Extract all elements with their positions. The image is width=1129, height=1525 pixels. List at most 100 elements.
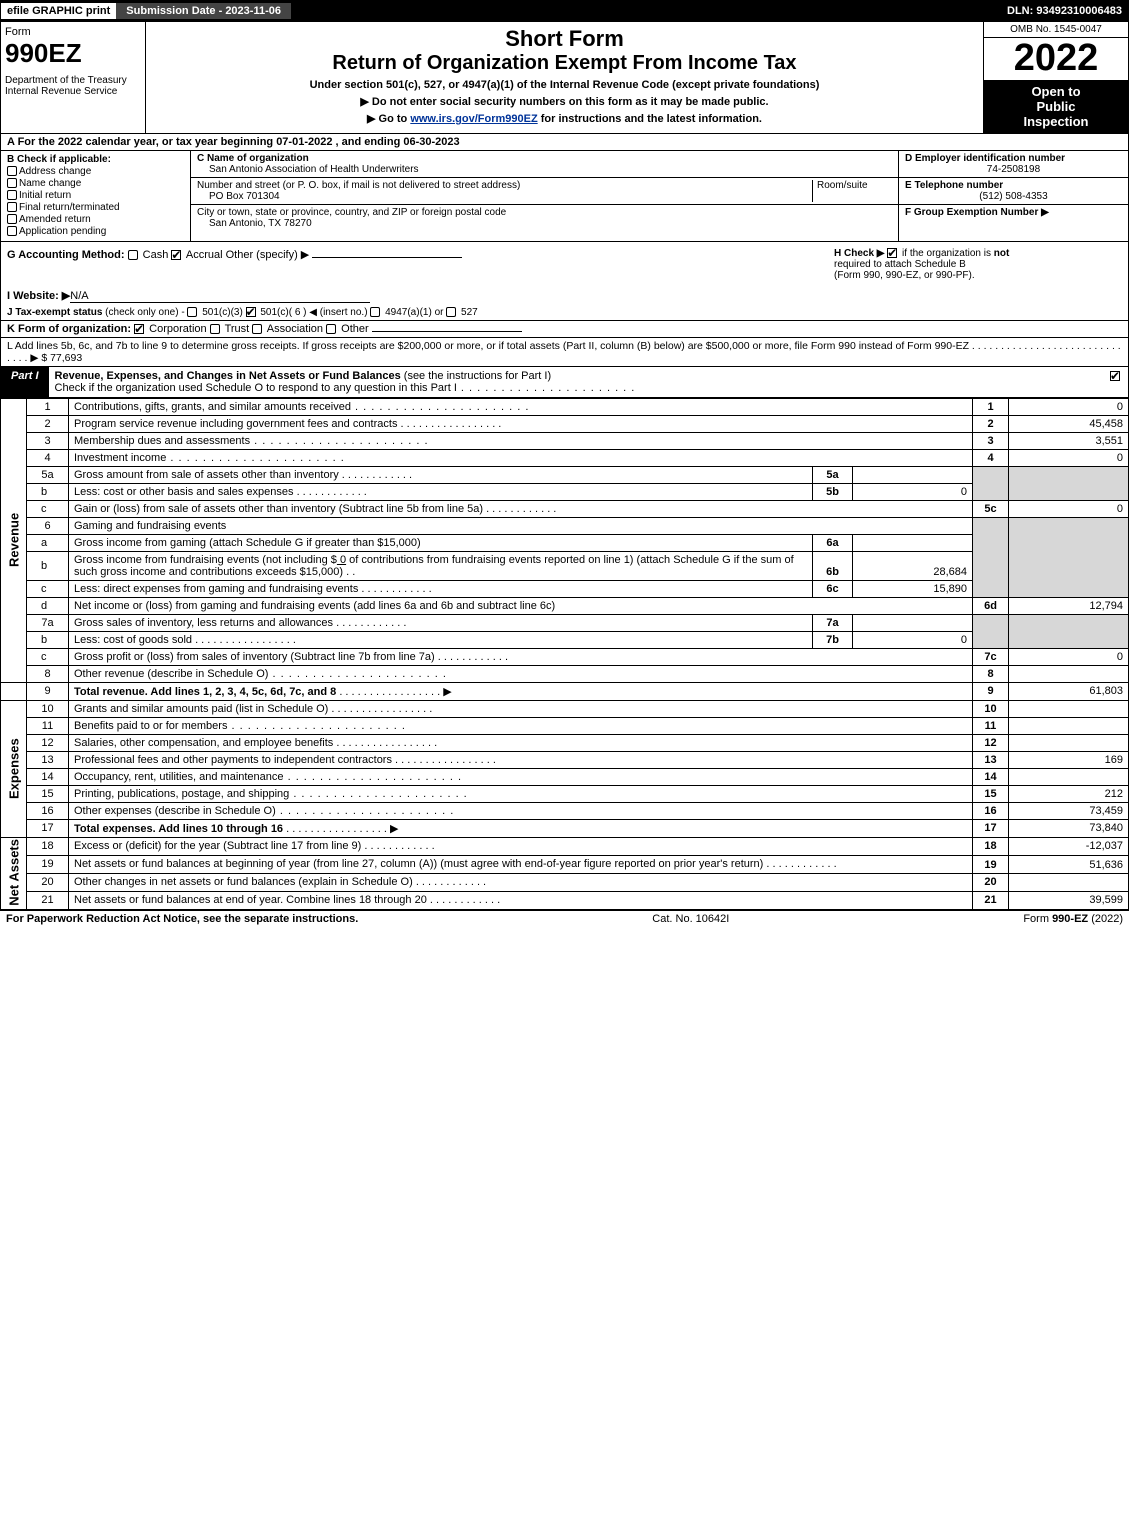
chk-501c[interactable] bbox=[246, 307, 256, 317]
chk-527[interactable] bbox=[446, 307, 456, 317]
open-line3: Inspection bbox=[988, 114, 1124, 129]
line-7ab-shade bbox=[973, 614, 1009, 648]
b-title: B Check if applicable: bbox=[7, 154, 184, 165]
k-label: K Form of organization: bbox=[7, 323, 131, 335]
line-6a-in: 6a bbox=[813, 534, 853, 551]
line-5a-in: 5a bbox=[813, 466, 853, 483]
g-other-line bbox=[312, 257, 462, 258]
j-4947: 4947(a)(1) or bbox=[385, 307, 443, 318]
chk-trust[interactable] bbox=[210, 324, 220, 334]
line-16-val: 73,459 bbox=[1009, 802, 1129, 819]
chk-other-org[interactable] bbox=[326, 324, 336, 334]
line-6a-num: a bbox=[27, 534, 69, 551]
line-7b-num: b bbox=[27, 631, 69, 648]
line-6b-desc: Gross income from fundraising events (no… bbox=[69, 551, 813, 580]
part1-check bbox=[1104, 367, 1128, 397]
chk-address-change[interactable]: Address change bbox=[7, 166, 184, 177]
d-ein-label: D Employer identification number bbox=[905, 153, 1065, 164]
line-14-desc: Occupancy, rent, utilities, and maintena… bbox=[69, 768, 973, 785]
chk-cash[interactable] bbox=[128, 250, 138, 260]
top-bar: efile GRAPHIC print Submission Date - 20… bbox=[0, 0, 1129, 22]
line-5ab-shade bbox=[973, 466, 1009, 500]
chk-4947[interactable] bbox=[370, 307, 380, 317]
line-17-desc: Total expenses. Add lines 10 through 16 … bbox=[69, 819, 973, 837]
line-6c-in: 6c bbox=[813, 580, 853, 597]
g-accrual: Accrual bbox=[186, 249, 223, 261]
h-pre: H Check ▶ bbox=[834, 248, 884, 259]
chk-application-pending[interactable]: Application pending bbox=[7, 226, 184, 237]
org-name: San Antonio Association of Health Underw… bbox=[197, 164, 419, 175]
part1-check-line: Check if the organization used Schedule … bbox=[55, 382, 457, 394]
line-5a-desc: Gross amount from sale of assets other t… bbox=[69, 466, 813, 483]
row-j-status: J Tax-exempt status (check only one) - 5… bbox=[0, 305, 1129, 320]
line-7b-in: 7b bbox=[813, 631, 853, 648]
arrow-icon: ▶ bbox=[443, 686, 451, 698]
j-501c: 501(c)( 6 ) ◀ (insert no.) bbox=[260, 307, 367, 318]
chk-501c3[interactable] bbox=[187, 307, 197, 317]
j-label: J Tax-exempt status bbox=[7, 307, 102, 318]
efile-print-label[interactable]: efile GRAPHIC print bbox=[1, 3, 116, 19]
line-4-val: 0 bbox=[1009, 449, 1129, 466]
chk-association[interactable] bbox=[252, 324, 262, 334]
section-bcdef: B Check if applicable: Address change Na… bbox=[0, 151, 1129, 241]
chk-accrual[interactable] bbox=[171, 250, 181, 260]
c-city-label: City or town, state or province, country… bbox=[197, 207, 506, 218]
line-16-desc: Other expenses (describe in Schedule O) bbox=[69, 802, 973, 819]
line-1-num: 1 bbox=[27, 398, 69, 415]
header-center: Short Form Return of Organization Exempt… bbox=[146, 22, 983, 133]
chk-name-change[interactable]: Name change bbox=[7, 178, 184, 189]
line-7c-num: c bbox=[27, 648, 69, 665]
goto-pre: ▶ Go to bbox=[367, 113, 410, 125]
website-value: N/A bbox=[70, 290, 370, 303]
line-10-desc: Grants and similar amounts paid (list in… bbox=[69, 700, 973, 717]
line-20-desc: Other changes in net assets or fund bala… bbox=[69, 873, 973, 891]
line-11-desc: Benefits paid to or for members bbox=[69, 717, 973, 734]
line-13-num: 13 bbox=[27, 751, 69, 768]
form-header: Form 990EZ Department of the Treasury In… bbox=[0, 22, 1129, 134]
chk-final-return[interactable]: Final return/terminated bbox=[7, 202, 184, 213]
line-6a-desc: Gross income from gaming (attach Schedul… bbox=[69, 534, 813, 551]
line-8-desc: Other revenue (describe in Schedule O) bbox=[69, 665, 973, 682]
line-9-desc: Total revenue. Add lines 1, 2, 3, 4, 5c,… bbox=[69, 682, 973, 700]
line-4-rnum: 4 bbox=[973, 449, 1009, 466]
g-cash: Cash bbox=[143, 249, 169, 261]
part1-title-bold: Revenue, Expenses, and Changes in Net As… bbox=[55, 370, 401, 382]
line-1-rnum: 1 bbox=[973, 398, 1009, 415]
irs-link[interactable]: www.irs.gov/Form990EZ bbox=[410, 113, 537, 125]
line-5b-in: 5b bbox=[813, 483, 853, 500]
row-l-gross: L Add lines 5b, 6c, and 7b to line 9 to … bbox=[0, 337, 1129, 366]
header-left: Form 990EZ Department of the Treasury In… bbox=[1, 22, 146, 133]
line-6b-num: b bbox=[27, 551, 69, 580]
h-t1: if the organization is bbox=[902, 248, 994, 259]
part1-tab: Part I bbox=[1, 367, 49, 397]
footer-center: Cat. No. 10642I bbox=[652, 913, 729, 925]
line-2-val: 45,458 bbox=[1009, 415, 1129, 432]
line-8-num: 8 bbox=[27, 665, 69, 682]
line-4-num: 4 bbox=[27, 449, 69, 466]
chk-initial-return[interactable]: Initial return bbox=[7, 190, 184, 201]
j-sub: (check only one) - bbox=[102, 307, 187, 318]
c-addr-label: Number and street (or P. O. box, if mail… bbox=[197, 180, 520, 191]
i-label: I Website: ▶ bbox=[7, 290, 70, 302]
g-other: Other (specify) ▶ bbox=[226, 249, 310, 261]
line-6-desc: Gaming and fundraising events bbox=[69, 517, 973, 534]
line-5a-iv bbox=[853, 466, 973, 483]
chk-h[interactable] bbox=[887, 248, 897, 258]
line-20-val bbox=[1009, 873, 1129, 891]
line-10-rnum: 10 bbox=[973, 700, 1009, 717]
dept-treasury: Department of the Treasury bbox=[5, 75, 141, 86]
line-7c-val: 0 bbox=[1009, 648, 1129, 665]
chk-schedule-o[interactable] bbox=[1110, 371, 1120, 381]
line-15-num: 15 bbox=[27, 785, 69, 802]
line-15-rnum: 15 bbox=[973, 785, 1009, 802]
line-6d-rnum: 6d bbox=[973, 597, 1009, 614]
line-5c-num: c bbox=[27, 500, 69, 517]
line-19-desc: Net assets or fund balances at beginning… bbox=[69, 855, 973, 873]
chk-corporation[interactable] bbox=[134, 324, 144, 334]
g-label: G Accounting Method: bbox=[7, 249, 125, 261]
chk-amended-return[interactable]: Amended return bbox=[7, 214, 184, 225]
line-7c-rnum: 7c bbox=[973, 648, 1009, 665]
line-11-rnum: 11 bbox=[973, 717, 1009, 734]
line-5c-rnum: 5c bbox=[973, 500, 1009, 517]
line-12-num: 12 bbox=[27, 734, 69, 751]
